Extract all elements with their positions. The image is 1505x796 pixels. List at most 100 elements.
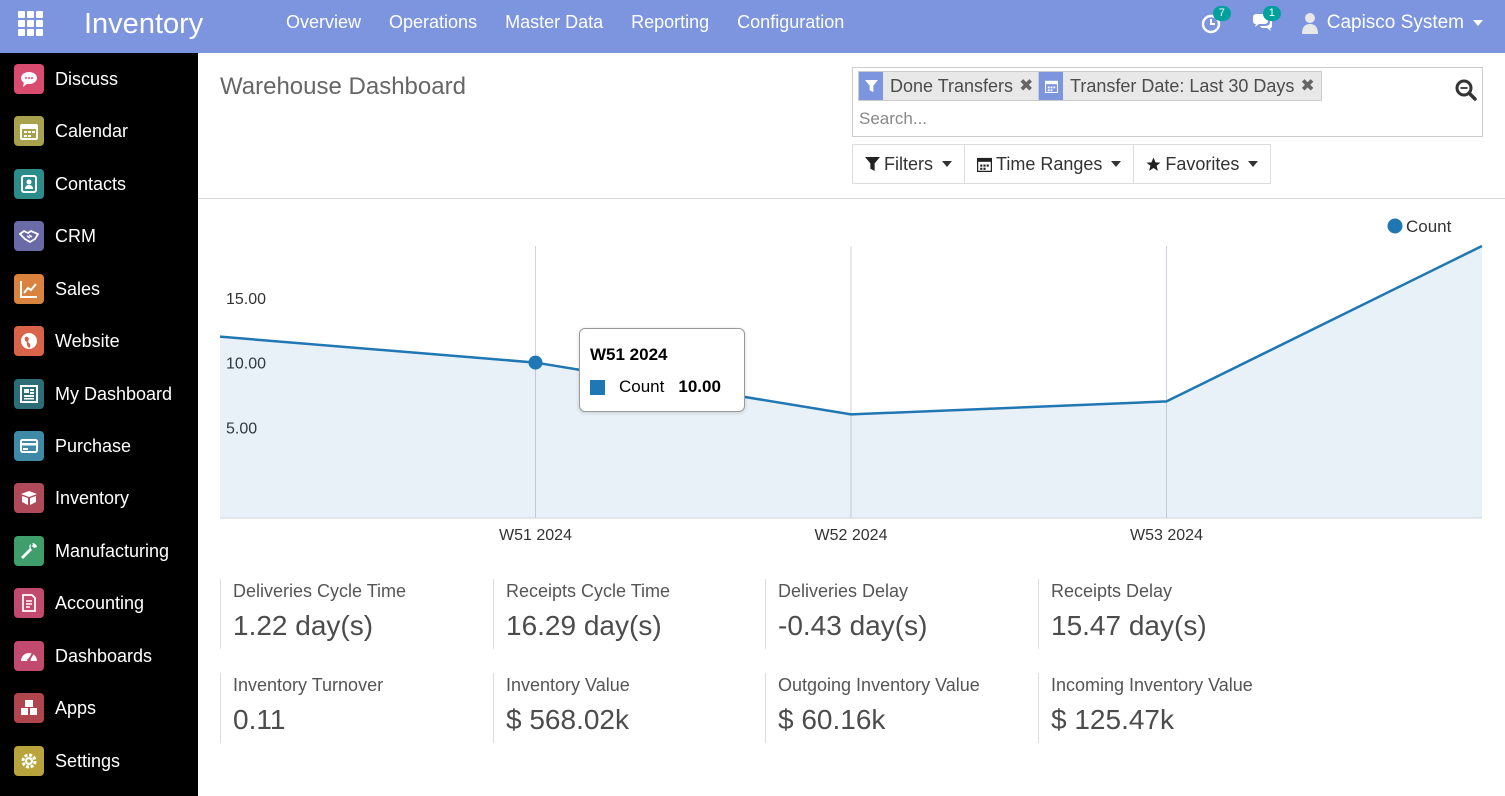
kpi-value: 1.22 day(s) [233,610,374,641]
kpi-deliveries-cycle-time[interactable]: Deliveries Cycle Time 1.22 day(s) [220,579,490,649]
kpi-label: Outgoing Inventory Value [778,675,980,695]
search-view[interactable]: Done Transfers ✖ Transfer Date: Last 30 … [852,67,1483,137]
chevron-down-icon [1111,161,1122,167]
clock-icon [1201,14,1220,33]
y-tick-label: 15.00 [226,291,266,308]
star-icon [1146,157,1161,171]
sidebar-item-label: Contacts [55,173,127,194]
kpi-receipts-cycle-time[interactable]: Receipts Cycle Time 16.29 day(s) [493,579,763,649]
kpi-incoming-inventory-value[interactable]: Incoming Inventory Value $ 125.47k [1038,673,1308,743]
data-point [528,355,543,370]
control-panel: Warehouse Dashboard Done Transfers ✖ Tra… [198,53,1505,199]
time-ranges-button[interactable]: Time Ranges [964,144,1135,184]
facet-label: Done Transfers [890,75,1014,96]
sidebar-item-apps[interactable]: Apps [0,683,198,733]
close-icon[interactable]: ✖ [1300,76,1315,95]
kpi-value: 16.29 day(s) [506,610,662,641]
facet-done-transfers: Done Transfers ✖ [858,71,1041,101]
favorites-label: Favorites [1165,153,1240,174]
kpi-inventory-value[interactable]: Inventory Value $ 568.02k [493,673,763,743]
kpi-value: $ 60.16k [778,704,886,735]
search-icon[interactable] [1454,78,1478,102]
sidebar-item-label: Accounting [55,592,145,613]
tooltip-value: 10.00 [678,377,721,396]
facet-label: Transfer Date: Last 30 Days [1070,75,1295,96]
sidebar-item-sales[interactable]: Sales [0,264,198,314]
page-title: Warehouse Dashboard [220,73,466,100]
calendar-icon [14,116,44,146]
sidebar-item-purchase[interactable]: Purchase [0,421,198,471]
sidebar-item-label: Manufacturing [55,540,170,561]
tooltip-swatch [590,379,605,395]
menu-reporting[interactable]: Reporting [631,12,710,32]
dashboard-board-icon [14,379,44,409]
kpi-receipts-delay[interactable]: Receipts Delay 15.47 day(s) [1038,579,1308,649]
globe-icon [14,326,44,356]
calendar-icon [1039,72,1063,100]
legend-swatch [1387,218,1403,234]
top-navbar: Inventory Overview Operations Master Dat… [0,0,1505,53]
sidebar-item-crm[interactable]: CRM [0,211,198,261]
sidebar-item-label: Calendar [55,120,129,141]
sidebar-item-label: Settings [55,750,121,771]
legend-label: Count [1406,217,1452,236]
sidebar-item-calendar[interactable]: Calendar [0,106,198,156]
kpi-label: Inventory Turnover [233,675,384,695]
messages-count-badge: 1 [1262,5,1281,21]
sidebar-item-inventory[interactable]: Inventory [0,473,198,523]
line-chart: W51 2024 W52 2024 W53 2024 5.00 10.00 15.00 Co… [198,199,1505,569]
kpi-value: $ 568.02k [506,704,629,735]
chevron-down-icon [1473,19,1483,26]
tooltip-row: Count 10.00 [590,377,721,397]
credit-card-icon [14,431,44,461]
kpi-value: 0.11 [233,704,286,735]
x-tick-label: W53 2024 [1130,527,1203,544]
filters-label: Filters [884,153,933,174]
filters-button[interactable]: Filters [852,144,965,184]
search-input[interactable] [859,106,1419,132]
favorites-button[interactable]: Favorites [1133,144,1272,184]
kpi-value: -0.43 day(s) [778,610,928,641]
user-avatar-icon [1301,12,1318,34]
kpi-deliveries-delay[interactable]: Deliveries Delay -0.43 day(s) [765,579,1035,649]
sidebar-item-settings[interactable]: Settings [0,736,198,786]
wrench-icon [14,536,44,566]
handshake-icon [14,221,44,251]
menu-overview[interactable]: Overview [286,12,362,32]
gear-icon [14,746,44,776]
sidebar-item-contacts[interactable]: Contacts [0,159,198,209]
activity-count-badge: 7 [1212,5,1231,21]
sidebar-item-label: Inventory [55,487,130,508]
chart-tooltip: W51 2024 Count 10.00 [579,328,745,412]
x-tick-label: W51 2024 [499,527,572,544]
calendar-icon [977,157,992,172]
sidebar-item-dashboards[interactable]: Dashboards [0,631,198,681]
y-tick-label: 5.00 [226,420,257,437]
messages-button[interactable]: 1 [1251,5,1281,34]
sidebar-item-accounting[interactable]: Accounting [0,578,198,628]
sidebar-item-label: Dashboards [55,645,153,666]
search-options: Filters Time Ranges Favorites [852,144,1272,184]
sidebar-item-discuss[interactable]: Discuss [0,54,198,104]
menu-configuration[interactable]: Configuration [737,12,845,32]
tooltip-series: Count [619,377,665,396]
sidebar-item-label: Sales [55,278,101,299]
menu-master-data[interactable]: Master Data [505,12,604,32]
chevron-down-icon [1248,161,1259,167]
user-name: Capisco System [1326,11,1464,33]
activity-button[interactable]: 7 [1201,5,1231,34]
close-icon[interactable]: ✖ [1019,76,1034,95]
cubes-icon [14,693,44,723]
menu-operations[interactable]: Operations [389,12,478,32]
kpi-inventory-turnover[interactable]: Inventory Turnover 0.11 [220,673,490,743]
kpi-outgoing-inventory-value[interactable]: Outgoing Inventory Value $ 60.16k [765,673,1035,743]
sidebar-item-my-dashboard[interactable]: My Dashboard [0,369,198,419]
apps-grid-icon[interactable] [18,11,43,36]
gauge-icon [14,641,44,671]
app-brand[interactable]: Inventory [84,8,204,40]
invoice-icon [14,588,44,618]
sidebar-item-website[interactable]: Website [0,316,198,366]
sidebar-item-manufacturing[interactable]: Manufacturing [0,526,198,576]
app-sidebar: Discuss Calendar Contacts CRM Sales Webs… [0,53,198,796]
user-menu[interactable]: Capisco System [1301,12,1483,34]
